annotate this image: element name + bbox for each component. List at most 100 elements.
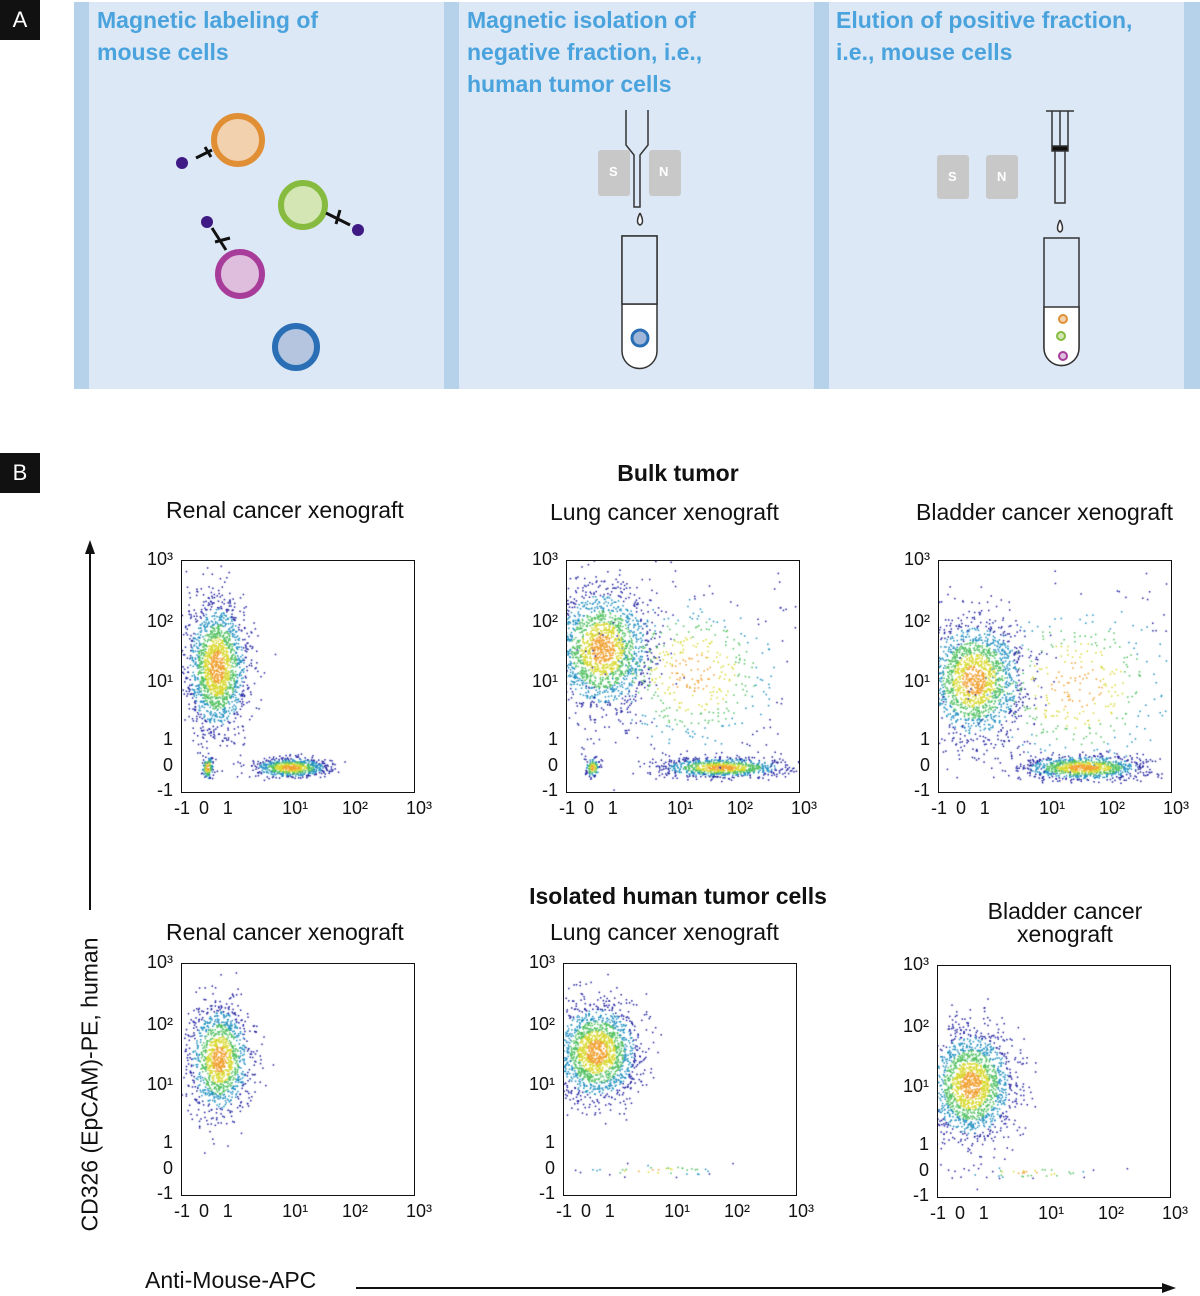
density-scatter	[181, 963, 415, 1196]
y-tick-label: 0	[547, 754, 558, 775]
y-tick-label: -1	[156, 780, 173, 800]
panel-a-label: A	[0, 0, 40, 40]
plot-title: Bladder cancer xenograft	[987, 898, 1143, 947]
green-mouse-cell-icon	[278, 180, 364, 236]
x-tick-label: -1	[930, 1203, 947, 1223]
y-tick-label: 10²	[146, 1014, 173, 1035]
y-tick-label: -1	[912, 1185, 929, 1205]
y-tick-label: 1	[544, 1132, 555, 1153]
eluted-green-cell-icon	[1056, 331, 1066, 341]
y-tick-label: 0	[544, 1157, 555, 1178]
human-tumor-cell-icon	[272, 323, 320, 371]
divider	[1184, 2, 1200, 389]
y-tick-label: 10¹	[531, 671, 558, 692]
y-tick-label: -1	[156, 1183, 173, 1203]
x-tick-label: 10³	[406, 798, 433, 818]
y-tick-label: 10²	[903, 611, 930, 632]
x-tick-label: 1	[604, 1201, 615, 1221]
y-tick-label: 10²	[902, 1016, 929, 1037]
group-title-bulk: Bulk tumor	[617, 460, 739, 486]
x-tick-label: 0	[584, 798, 595, 818]
y-tick-label: 10¹	[528, 1074, 555, 1095]
plot-title: Renal cancer xenograft	[166, 497, 404, 523]
divider	[74, 2, 89, 389]
y-tick-label: 10²	[528, 1014, 555, 1035]
y-tick-label: 10¹	[146, 1074, 173, 1095]
y-tick-label: 10²	[146, 611, 173, 632]
y-tick-label: -1	[541, 780, 558, 800]
scatter-plot: -1 0 1 10¹ 10² 10³ 10³ 10² 10¹ 1 0 -1	[904, 549, 1189, 818]
x-axis-label: Anti-Mouse-APC	[145, 1267, 317, 1293]
magnet-n-label: N	[659, 164, 669, 179]
step-1-panel	[74, 2, 444, 389]
x-tick-label: 1	[978, 1203, 989, 1223]
panel-a-illustration	[176, 110, 1080, 371]
x-tick-label: 10³	[406, 1201, 433, 1221]
x-tick-label: 10¹	[1039, 798, 1066, 818]
divider	[814, 2, 829, 389]
magnet-n-label: N	[997, 169, 1007, 184]
y-tick-label: 1	[162, 1132, 173, 1153]
x-tick-label: 10²	[723, 1201, 750, 1221]
y-tick-label: 10¹	[146, 671, 173, 692]
magnet-icon	[598, 150, 681, 196]
y-tick-label: 0	[162, 1157, 173, 1178]
x-tick-label: 10³	[788, 1201, 815, 1221]
y-tick-label: -1	[538, 1183, 555, 1203]
x-tick-label: -1	[174, 798, 191, 818]
y-tick-label: 10³	[531, 549, 558, 569]
panel-b-label: B	[0, 453, 40, 493]
step-3-title: Elution of positive fraction, i.e., mouse…	[836, 7, 1133, 65]
x-tick-label: 10²	[1098, 798, 1125, 818]
plot-title: Renal cancer xenograft	[166, 919, 404, 945]
divider	[444, 2, 459, 389]
x-tick-label: 1	[607, 798, 618, 818]
scatter-plot: -1 0 1 10¹ 10² 10³ 10³ 10² 10¹ 1 0 -1	[147, 549, 432, 818]
y-tick-label: 1	[918, 1134, 929, 1155]
x-tick-label: 10²	[726, 798, 753, 818]
y-tick-label: 1	[919, 729, 930, 750]
magenta-mouse-cell-icon	[201, 216, 265, 299]
y-axis-label: CD326 (EpCAM)-PE, human	[76, 937, 103, 1232]
scatter-plot: -1 0 1 10¹ 10² 10³ 10³ 10² 10¹ 1 0 -1	[147, 952, 432, 1221]
x-tick-label: -1	[174, 1201, 191, 1221]
scatter-plot: -1 0 1 10¹ 10² 10³ 10³ 10² 10¹ 1 0 -1	[903, 954, 1188, 1223]
x-tick-label: 10²	[341, 798, 368, 818]
x-tick-label: 10¹	[282, 1201, 309, 1221]
magnet-s-label: S	[948, 169, 957, 184]
density-scatter	[938, 560, 1172, 793]
x-tick-label: 0	[199, 798, 210, 818]
isolated-cell-icon	[630, 328, 650, 348]
orange-mouse-cell-icon	[176, 113, 265, 169]
eluted-orange-cell-icon	[1058, 314, 1068, 324]
x-tick-label: 10¹	[667, 798, 694, 818]
y-tick-label: 10³	[146, 952, 173, 972]
x-tick-label: 0	[581, 1201, 592, 1221]
eluted-magenta-cell-icon	[1058, 351, 1068, 361]
x-tick-label: 0	[955, 1203, 966, 1223]
x-tick-label: 10¹	[1038, 1203, 1065, 1223]
syringe-column-icon	[1043, 110, 1080, 367]
y-tick-label: 10²	[531, 611, 558, 632]
y-axis-arrow-icon	[85, 540, 95, 910]
y-tick-label: 10³	[902, 954, 929, 974]
magnet-icon	[937, 155, 1018, 199]
density-scatter	[563, 963, 797, 1196]
y-tick-label: 10³	[903, 549, 930, 569]
y-tick-label: 0	[919, 754, 930, 775]
y-tick-label: 1	[547, 729, 558, 750]
x-tick-label: 0	[956, 798, 967, 818]
plot-title: Lung cancer xenograft	[550, 499, 779, 525]
x-tick-label: -1	[559, 798, 576, 818]
y-tick-label: 10³	[528, 952, 555, 972]
density-scatter	[937, 965, 1171, 1198]
x-tick-label: 1	[979, 798, 990, 818]
scatter-plot: -1 0 1 10¹ 10² 10³ 10³ 10² 10¹ 1 0 -1	[532, 549, 817, 818]
x-tick-label: 10³	[1163, 798, 1190, 818]
group-title-isolated: Isolated human tumor cells	[529, 883, 827, 909]
x-tick-label: 1	[222, 1201, 233, 1221]
x-tick-label: 0	[199, 1201, 210, 1221]
y-tick-label: -1	[913, 780, 930, 800]
plot-title: Bladder cancer xenograft	[916, 499, 1173, 525]
x-tick-label: -1	[931, 798, 948, 818]
